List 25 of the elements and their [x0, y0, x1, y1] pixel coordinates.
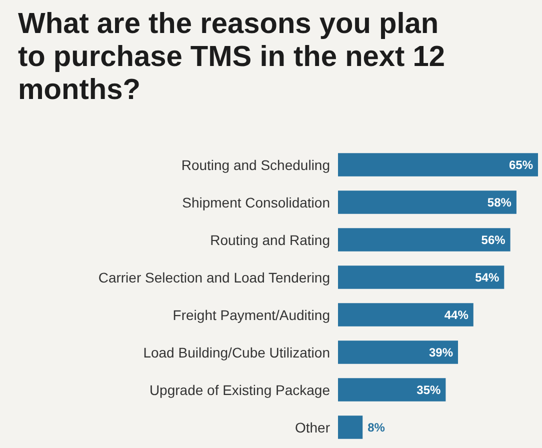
bar [338, 416, 363, 439]
y-tick-label: Freight Payment/Auditing [172, 306, 330, 323]
y-tick-label: Other [294, 419, 330, 436]
y-tick-label: Routing and Scheduling [181, 156, 330, 173]
data-label: 35% [416, 382, 442, 397]
bar [338, 266, 504, 289]
y-tick-label: Shipment Consolidation [182, 194, 330, 210]
bar [338, 378, 446, 402]
bar [338, 340, 458, 364]
chart-title: What are the reasons you plan to purchase TMS in the next 12 months? [18, 8, 446, 107]
data-label: 44% [444, 308, 469, 322]
data-label: 65% [508, 158, 534, 172]
y-tick-label: Upgrade of Existing Package [149, 382, 330, 398]
data-label: 39% [428, 345, 454, 360]
bar [338, 228, 510, 252]
data-label: 8% [368, 420, 386, 434]
data-label: 58% [487, 195, 512, 210]
bar [338, 190, 516, 214]
data-label: 56% [481, 232, 506, 247]
y-tick-label: Routing and Rating [210, 232, 330, 248]
bar [338, 303, 474, 326]
y-tick-label: Load Building/Cube Utilization [143, 344, 330, 360]
data-label: 54% [475, 270, 500, 284]
bar [338, 153, 538, 176]
y-tick-label: Carrier Selection and Load Tendering [98, 269, 330, 286]
